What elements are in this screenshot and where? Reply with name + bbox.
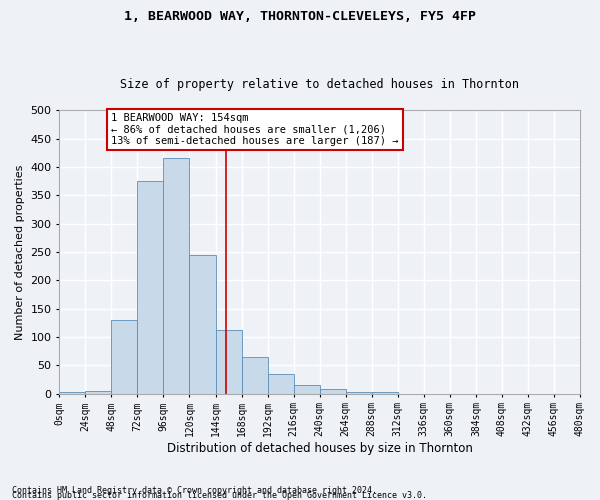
X-axis label: Distribution of detached houses by size in Thornton: Distribution of detached houses by size … [167,442,473,455]
Text: Contains HM Land Registry data © Crown copyright and database right 2024.: Contains HM Land Registry data © Crown c… [12,486,377,495]
Text: 1, BEARWOOD WAY, THORNTON-CLEVELEYS, FY5 4FP: 1, BEARWOOD WAY, THORNTON-CLEVELEYS, FY5… [124,10,476,23]
Bar [320,389,346,394]
Bar [293,385,320,394]
Bar [372,392,398,394]
Bar [112,320,137,394]
Text: 1 BEARWOOD WAY: 154sqm
← 86% of detached houses are smaller (1,206)
13% of semi-: 1 BEARWOOD WAY: 154sqm ← 86% of detached… [112,113,399,146]
Bar [346,392,372,394]
Bar [59,392,85,394]
Bar [163,158,190,394]
Bar [268,374,293,394]
Text: Contains public sector information licensed under the Open Government Licence v3: Contains public sector information licen… [12,491,427,500]
Y-axis label: Number of detached properties: Number of detached properties [15,164,25,340]
Bar [215,330,242,394]
Bar [85,390,112,394]
Bar [190,254,215,394]
Bar [242,356,268,394]
Bar [137,181,163,394]
Title: Size of property relative to detached houses in Thornton: Size of property relative to detached ho… [120,78,519,91]
